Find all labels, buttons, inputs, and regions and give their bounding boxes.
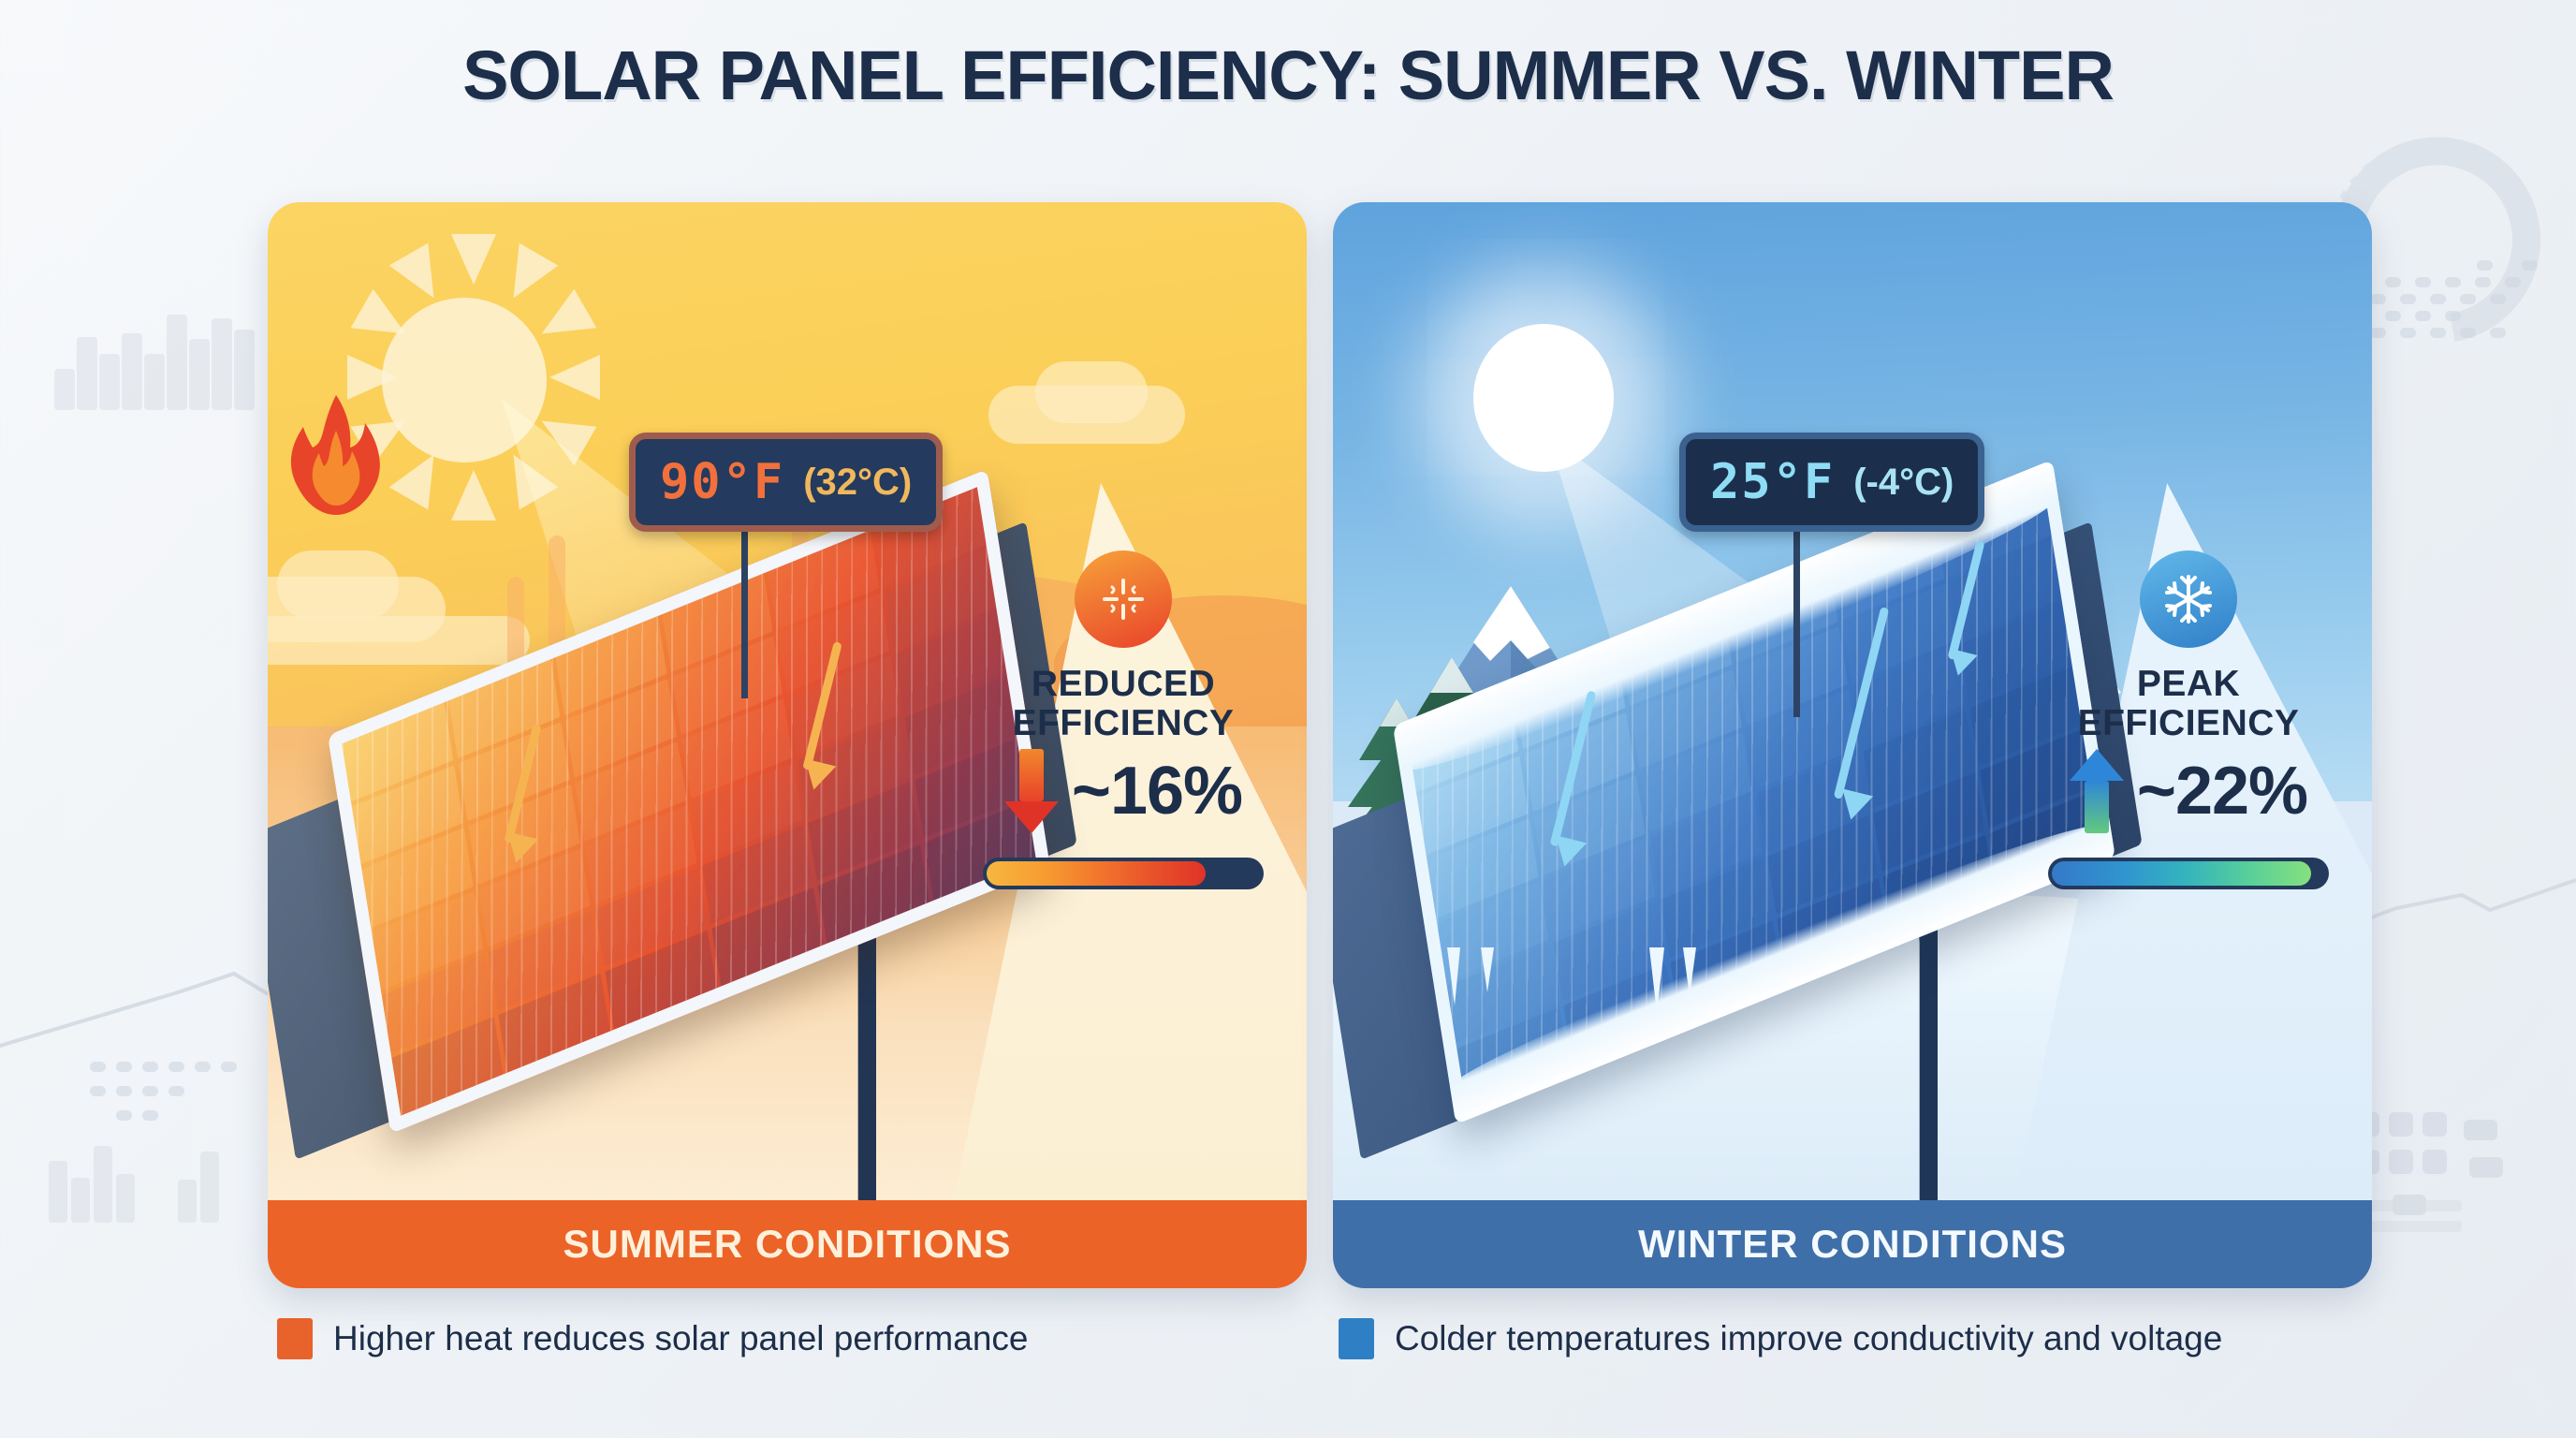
summer-band: SUMMER CONDITIONS (268, 1200, 1307, 1288)
deco-bar (178, 1180, 197, 1223)
deco-bar (189, 339, 210, 410)
deco-bar (116, 1174, 135, 1223)
winter-efficiency-meter (2048, 858, 2329, 890)
winter-badge-label-line1: PEAK (2136, 664, 2241, 704)
summer-efficiency-value: ~16% (1071, 754, 1243, 829)
deco-bar (200, 1152, 219, 1223)
deco-bar (99, 354, 120, 410)
summer-temp-f: 90°F (660, 454, 785, 510)
winter-efficiency-badge: PEAK EFFICIENCY ~22% (2048, 550, 2329, 890)
deco-bar (167, 315, 187, 410)
winter-meter-fill (2052, 861, 2312, 887)
legend-item-winter: Colder temperatures improve conductivity… (1339, 1318, 2222, 1359)
winter-temperature-readout: 25°F (-4°C) (1679, 433, 1985, 532)
readout-pole (741, 530, 748, 698)
summer-card: 90°F (32°C) REDUCED EFFICIENCY (268, 202, 1307, 1288)
legend-text-summer: Higher heat reduces solar panel performa… (333, 1319, 1029, 1357)
legend-swatch-summer (277, 1318, 313, 1359)
cloud-icon (277, 550, 399, 620)
legend-item-summer: Higher heat reduces solar panel performa… (277, 1318, 1028, 1359)
heat-icon (1075, 550, 1172, 648)
deco-bar (54, 369, 75, 410)
winter-badge-label-line2: EFFICIENCY (2077, 703, 2300, 744)
deco-bar (212, 318, 232, 410)
summer-meter-fill (987, 861, 1206, 887)
summer-badge-label-line1: REDUCED (1031, 664, 1216, 704)
winter-card: 25°F (-4°C) (1333, 202, 2372, 1288)
cloud-icon (1035, 361, 1148, 423)
summer-efficiency-badge: REDUCED EFFICIENCY ~16% (983, 550, 1264, 890)
down-arrow-icon (1003, 749, 1059, 834)
winter-band-label: WINTER CONDITIONS (1638, 1222, 2067, 1266)
winter-efficiency-value: ~22% (2136, 754, 2308, 829)
summer-efficiency-meter (983, 858, 1264, 890)
icicle-icon (1447, 947, 1696, 1013)
deco-bar (234, 330, 255, 410)
summer-badge-label-line2: EFFICIENCY (1012, 703, 1235, 744)
legend-swatch-winter (1339, 1318, 1374, 1359)
page-title: SOLAR PANEL EFFICIENCY: SUMMER VS. WINTE… (462, 37, 2115, 114)
summer-scene: 90°F (32°C) REDUCED EFFICIENCY (268, 202, 1307, 1200)
summer-temperature-readout: 90°F (32°C) (629, 433, 944, 532)
summer-band-label: SUMMER CONDITIONS (563, 1222, 1012, 1266)
deco-bar (77, 337, 97, 410)
sun-icon (1473, 324, 1614, 472)
deco-bar (49, 1161, 67, 1223)
winter-band: WINTER CONDITIONS (1333, 1200, 2372, 1288)
snowflake-icon (2140, 550, 2237, 648)
summer-temp-c: (32°C) (803, 461, 913, 503)
deco-bar (71, 1178, 90, 1223)
winter-temp-f: 25°F (1710, 454, 1836, 510)
deco-bar (144, 354, 165, 410)
winter-temp-c: (-4°C) (1853, 461, 1954, 503)
flame-icon (290, 395, 380, 515)
deco-bar (122, 333, 142, 410)
winter-scene: 25°F (-4°C) (1333, 202, 2372, 1200)
cloud-icon (268, 616, 530, 665)
deco-bar (94, 1146, 112, 1223)
up-arrow-icon (2069, 749, 2124, 834)
heat-glyph-icon (1103, 579, 1144, 620)
legend-text-winter: Colder temperatures improve conductivity… (1395, 1319, 2223, 1357)
snowflake-glyph-icon (2165, 575, 2212, 624)
readout-pole (1793, 530, 1800, 717)
